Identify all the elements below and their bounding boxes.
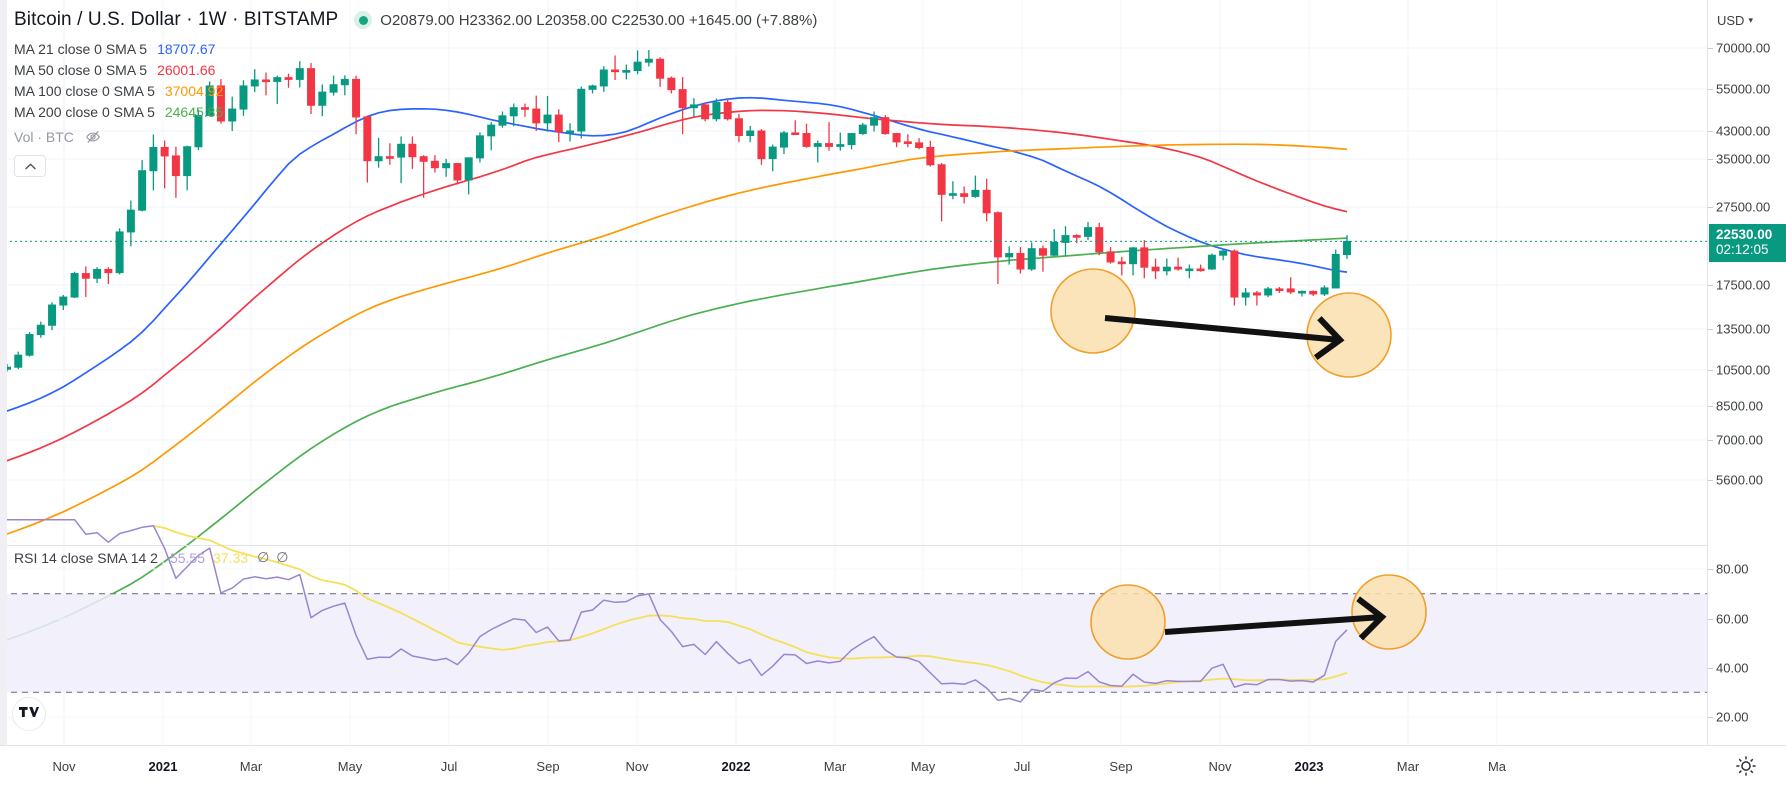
price-pane[interactable] bbox=[0, 0, 1707, 641]
time-scale-label: Nov bbox=[1208, 759, 1232, 774]
collapse-pane-button[interactable] bbox=[14, 155, 46, 177]
time-scale-label: Ma bbox=[1487, 759, 1507, 774]
price-grid bbox=[0, 0, 1707, 545]
time-scale[interactable]: Nov 2021 Mar May Jul Sep Nov 2022 Mar May Jul Sep No… bbox=[0, 745, 1786, 786]
eye-off-icon[interactable] bbox=[84, 128, 102, 146]
time-scale-label: Sep bbox=[536, 759, 560, 774]
legend-value: 37004.92 bbox=[164, 82, 224, 99]
price-scale-label: 43000.00 bbox=[1716, 123, 1771, 139]
time-scale-label: Mar bbox=[239, 759, 263, 774]
moving-average-lines bbox=[6, 96, 1348, 641]
price-scale-tick bbox=[1708, 285, 1713, 286]
legend-value: 26001.66 bbox=[157, 61, 216, 78]
rsi-scale-tick bbox=[1708, 717, 1713, 718]
time-scale-label: 2021 bbox=[148, 759, 178, 774]
chevron-down-icon: ▾ bbox=[1748, 15, 1753, 25]
time-scale-label: Jul bbox=[440, 759, 458, 774]
time-scale-label: Nov bbox=[625, 759, 649, 774]
rsi-pane[interactable] bbox=[0, 518, 1707, 745]
price-scale-tick bbox=[1708, 159, 1713, 160]
legend-label: MA 21 close 0 SMA 5 bbox=[14, 40, 148, 57]
time-scale-label: 2023 bbox=[1294, 759, 1324, 774]
pane-left-gutter bbox=[0, 0, 7, 745]
price-scale-tick bbox=[1708, 89, 1713, 90]
price-scale-label: 70000.00 bbox=[1716, 40, 1771, 56]
candlestick-series bbox=[3, 49, 1351, 372]
rsi-annotations bbox=[1090, 574, 1427, 660]
legend-value: 24645.85 bbox=[164, 103, 224, 120]
bar-countdown: 02:12:05 bbox=[1716, 242, 1769, 258]
chart-header: Bitcoin / U.S. Dollar · 1W · BITSTAMP O2… bbox=[0, 0, 1786, 40]
price-annotations bbox=[1050, 268, 1392, 378]
rsi-scale-tick bbox=[1708, 619, 1713, 620]
time-scale-label: Nov bbox=[52, 759, 76, 774]
legend-label: MA 200 close 0 SMA 5 bbox=[14, 103, 155, 120]
price-scale-label: 55000.00 bbox=[1716, 81, 1771, 97]
price-scale-label: 8500.00 bbox=[1716, 398, 1763, 414]
rsi-indicator-legend[interactable]: RSI 14 close SMA 14 2 55.55 37.33 ∅ ∅ bbox=[14, 549, 288, 566]
tradingview-logo-icon bbox=[19, 707, 39, 717]
time-scale-label: May bbox=[337, 759, 363, 774]
price-scale-tick bbox=[1708, 440, 1713, 441]
pane-separator[interactable] bbox=[0, 545, 1707, 546]
rsi-scale-label: 20.00 bbox=[1716, 709, 1749, 725]
legend-item-ma100[interactable]: MA 100 close 0 SMA 5 37004.92 bbox=[14, 80, 223, 101]
rsi-band bbox=[0, 593, 1707, 693]
price-scale-label: 35000.00 bbox=[1716, 151, 1771, 167]
price-scale-label: 13500.00 bbox=[1716, 321, 1771, 337]
rsi-value-upper-empty: ∅ bbox=[257, 549, 270, 565]
time-scale-label: 2022 bbox=[721, 759, 751, 774]
time-scale-label: Sep bbox=[1109, 759, 1133, 774]
time-scale-label: May bbox=[910, 759, 936, 774]
rsi-value-lower-empty: ∅ bbox=[276, 549, 289, 565]
price-scale-tick bbox=[1708, 370, 1713, 371]
rsi-series bbox=[7, 518, 1348, 703]
indicator-legend: MA 21 close 0 SMA 5 18707.67 MA 50 close… bbox=[14, 38, 223, 177]
currency-selector[interactable]: USD ▾ bbox=[1717, 13, 1753, 28]
legend-item-ma21[interactable]: MA 21 close 0 SMA 5 18707.67 bbox=[14, 38, 223, 59]
tradingview-logo[interactable] bbox=[12, 697, 46, 731]
rsi-value-primary: 55.55 bbox=[169, 549, 206, 566]
price-scale-label: 7000.00 bbox=[1716, 432, 1763, 448]
chevron-up-icon bbox=[24, 163, 36, 169]
legend-value: 18707.67 bbox=[157, 40, 216, 57]
legend-label: MA 50 close 0 SMA 5 bbox=[14, 61, 148, 78]
rsi-label: RSI 14 close SMA 14 2 bbox=[14, 549, 158, 566]
price-scale-tick bbox=[1708, 480, 1713, 481]
volume-label: Vol · BTC bbox=[14, 129, 74, 145]
price-scale-tick bbox=[1708, 48, 1713, 49]
rsi-scale-tick bbox=[1708, 668, 1713, 669]
price-scale-tick bbox=[1708, 329, 1713, 330]
rsi-value-sma: 37.33 bbox=[213, 549, 249, 566]
price-scale-tick bbox=[1708, 131, 1713, 132]
rsi-scale-label: 80.00 bbox=[1716, 561, 1749, 577]
legend-item-ma50[interactable]: MA 50 close 0 SMA 5 26001.66 bbox=[14, 59, 223, 80]
symbol-title[interactable]: Bitcoin / U.S. Dollar · 1W · BITSTAMP bbox=[14, 9, 339, 30]
price-scale-label: 27500.00 bbox=[1716, 199, 1771, 215]
time-scale-label: Jul bbox=[1013, 759, 1031, 774]
ohlc-values: O20879.00 H23362.00 L20358.00 C22530.00 … bbox=[380, 11, 818, 29]
gear-icon[interactable] bbox=[1733, 753, 1759, 779]
price-scale-label: 17500.00 bbox=[1716, 277, 1771, 293]
price-scale-tick bbox=[1708, 406, 1713, 407]
rsi-scale-label: 40.00 bbox=[1716, 660, 1749, 676]
rsi-scale-label: 60.00 bbox=[1716, 611, 1749, 627]
price-scale-label: 5600.00 bbox=[1716, 472, 1763, 488]
current-price-value: 22530.00 bbox=[1716, 227, 1773, 243]
current-price-badge[interactable]: 22530.00 02:12:05 bbox=[1709, 224, 1786, 263]
time-scale-label: Mar bbox=[823, 759, 847, 774]
price-scale[interactable]: USD ▾ 70000.00 55000.00 43000.00 35000.00 27… bbox=[1707, 0, 1786, 745]
time-scale-label: Mar bbox=[1396, 759, 1420, 774]
rsi-scale-tick bbox=[1708, 569, 1713, 570]
legend-item-volume[interactable]: Vol · BTC bbox=[14, 125, 223, 149]
legend-item-ma200[interactable]: MA 200 close 0 SMA 5 24645.85 bbox=[14, 101, 223, 122]
price-scale-label: 10500.00 bbox=[1716, 362, 1771, 378]
price-scale-tick bbox=[1708, 207, 1713, 208]
legend-label: MA 100 close 0 SMA 5 bbox=[14, 82, 155, 99]
market-open-dot bbox=[354, 11, 373, 29]
currency-label: USD bbox=[1717, 13, 1745, 28]
